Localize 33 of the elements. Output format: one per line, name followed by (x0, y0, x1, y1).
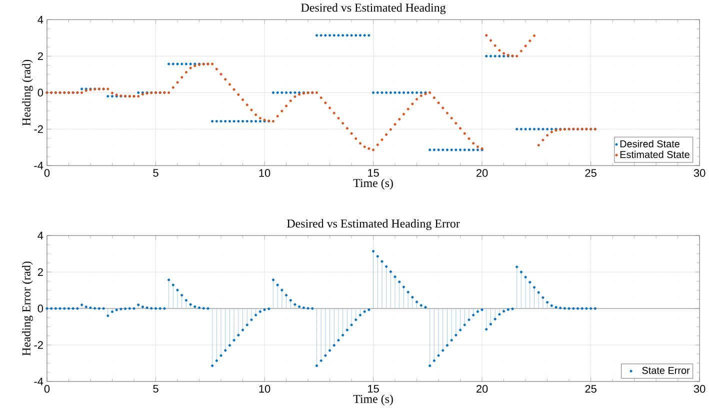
x-tick-label: 15 (368, 168, 379, 177)
chart-title: Desired vs Estimated Heading Error (287, 218, 460, 230)
y-tick-label: 2 (38, 52, 43, 60)
y-tick-label: -4 (34, 377, 44, 386)
x-axis-title: Time (s) (353, 394, 393, 406)
x-tick-label: 25 (585, 168, 596, 177)
x-tick-label: 20 (476, 168, 488, 177)
legend-label: Estimated State (620, 150, 690, 158)
legend-label: Desired State (620, 140, 680, 148)
y-tick-label: 4 (38, 232, 44, 240)
y-axis-title: Heading Error (rad) (22, 261, 33, 356)
y-tick-label: 0 (38, 88, 44, 96)
chart-title: Desired vs Estimated Heading (301, 3, 446, 14)
x-tick-label: 10 (259, 168, 270, 177)
y-tick-label: -4 (34, 162, 44, 170)
legend-label: State Error (642, 366, 690, 374)
y-tick-label: 4 (38, 16, 44, 24)
y-tick-label: 2 (38, 268, 43, 276)
y-axis-title: Heading (rad) (22, 60, 33, 126)
x-tick-label: 25 (585, 384, 596, 393)
x-tick-label: 30 (694, 168, 706, 177)
y-tick-label: -2 (34, 125, 43, 133)
x-tick-label: 5 (153, 168, 158, 177)
x-tick-label: 10 (259, 384, 270, 393)
x-tick-label: 0 (44, 384, 50, 393)
x-tick-label: 5 (153, 384, 158, 392)
x-tick-label: 20 (476, 384, 488, 393)
y-tick-label: -2 (34, 340, 43, 349)
x-tick-label: 15 (368, 384, 379, 392)
y-tick-label: 0 (38, 304, 44, 312)
x-tick-label: 30 (694, 384, 706, 393)
x-axis-title: Time (s) (353, 178, 393, 190)
x-tick-label: 0 (44, 168, 50, 177)
